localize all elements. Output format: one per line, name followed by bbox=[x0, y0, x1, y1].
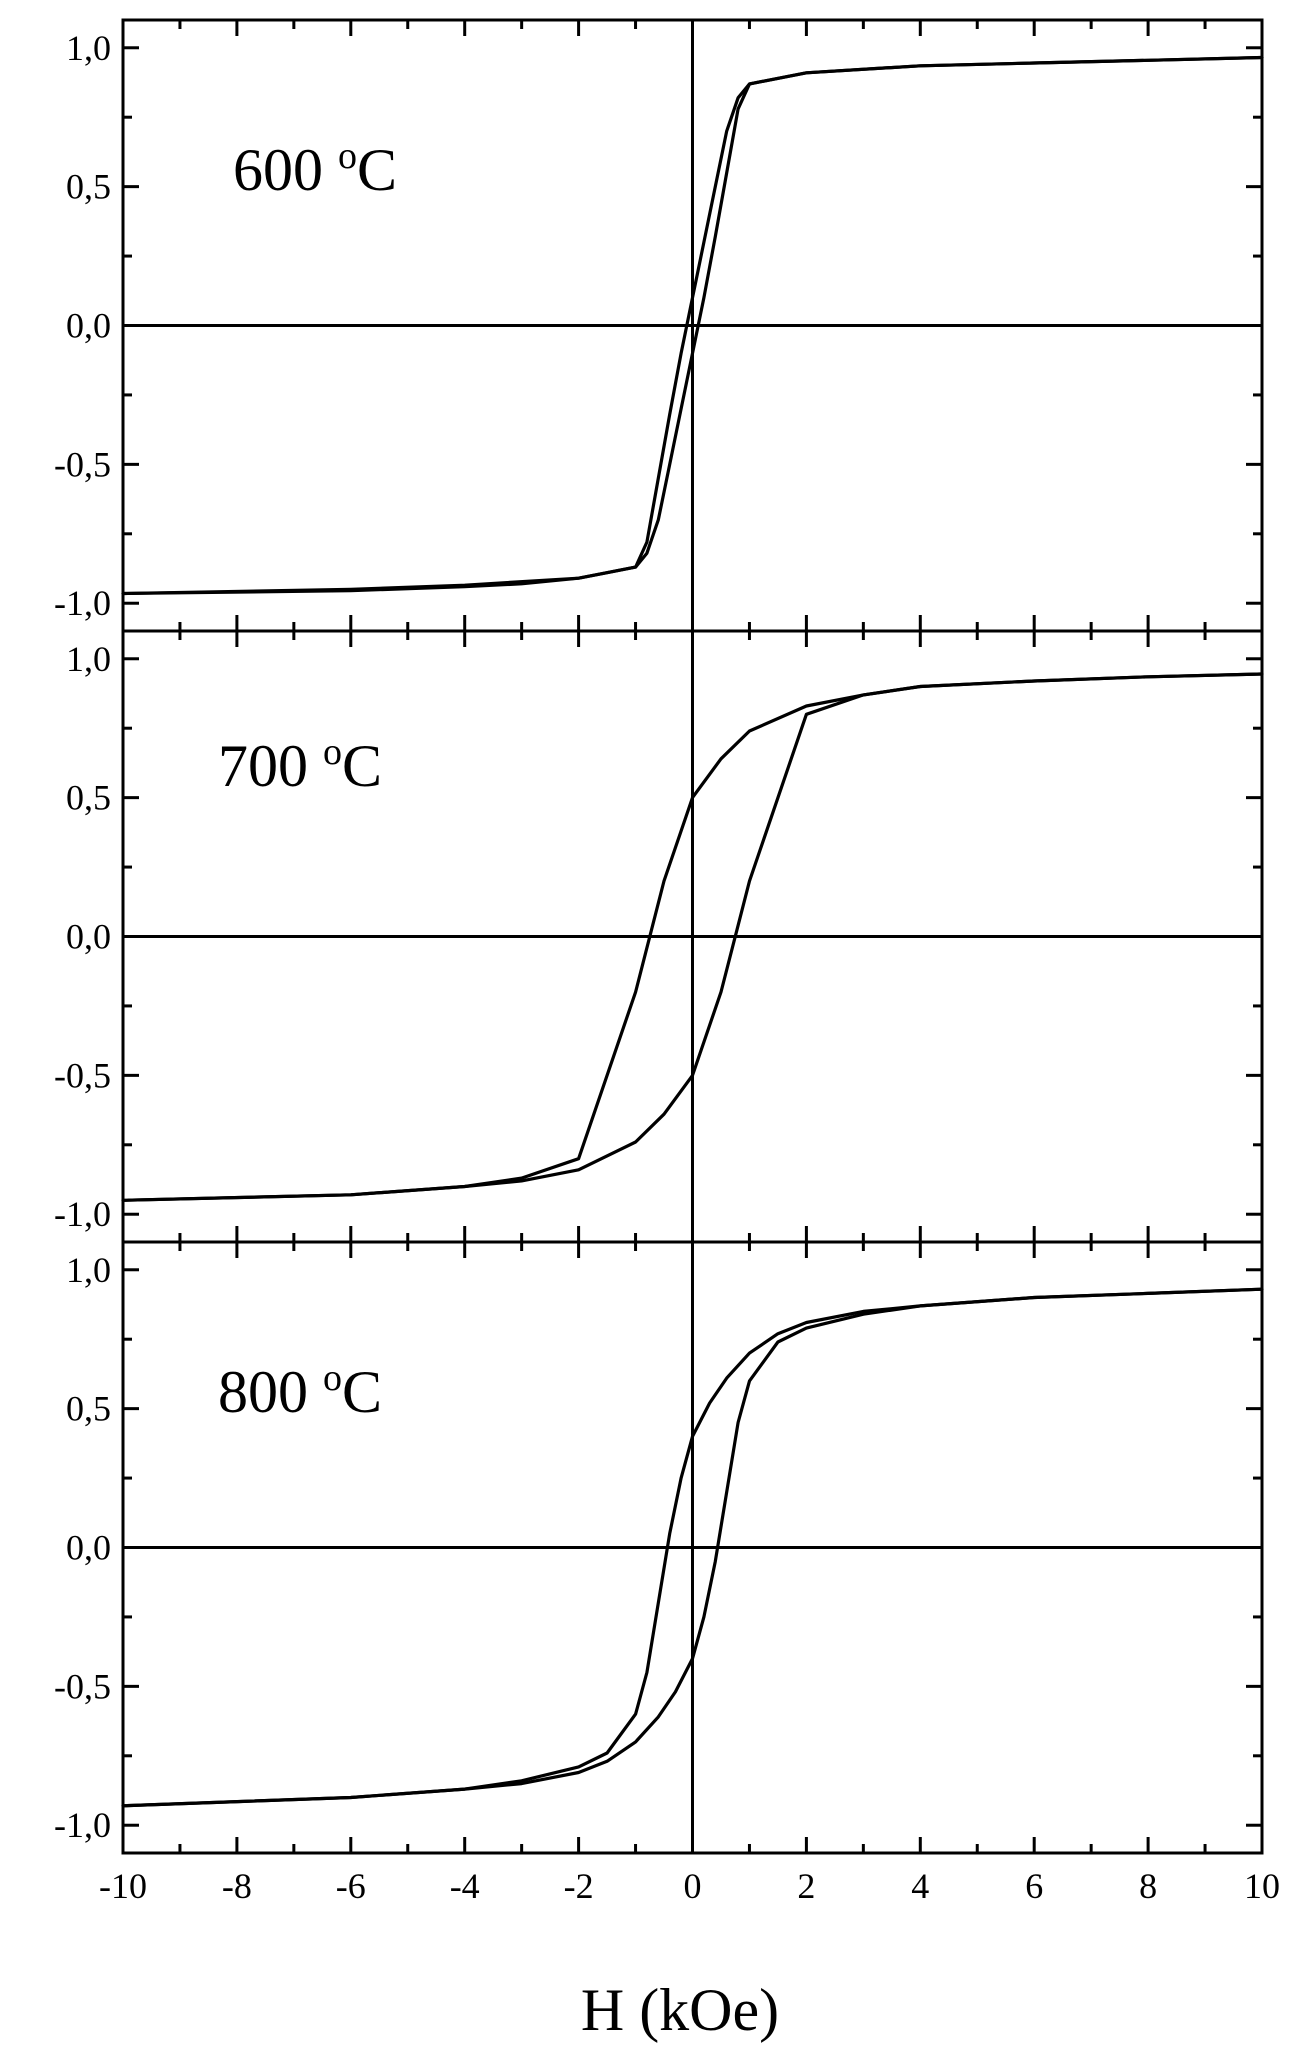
x-tick-label: 8 bbox=[1139, 1866, 1157, 1906]
x-axis-title: H (kOe) bbox=[581, 1977, 779, 2043]
y-tick-label: 0,0 bbox=[66, 306, 111, 346]
x-tick-label: 6 bbox=[1025, 1866, 1043, 1906]
degree-symbol: o bbox=[338, 135, 357, 177]
y-tick-label: -0,5 bbox=[54, 1055, 111, 1095]
degree-symbol: o bbox=[323, 1357, 342, 1399]
y-tick-label: 1,0 bbox=[66, 28, 111, 68]
panel-temperature-value: 600 bbox=[233, 137, 338, 203]
y-tick-label: 0,5 bbox=[66, 167, 111, 207]
y-tick-label: 0,5 bbox=[66, 1389, 111, 1429]
degree-symbol: o bbox=[323, 731, 342, 773]
panel-800: -1,0 -0,5 0,0 0,5 1,0 800 oC bbox=[54, 1240, 1264, 1855]
y-tick-label: -1,0 bbox=[54, 1194, 111, 1234]
panel-700: -1,0 -0,5 0,0 0,5 1,0 700 oC bbox=[54, 629, 1264, 1244]
y-tick-label: -1,0 bbox=[54, 583, 111, 623]
y-tick-label: -0,5 bbox=[54, 444, 111, 484]
panel-temperature-value: 800 bbox=[218, 1359, 323, 1425]
x-tick-label: -4 bbox=[450, 1866, 480, 1906]
panel-temperature-label: 700 oC bbox=[218, 731, 382, 799]
panel-temperature-label: 600 oC bbox=[233, 135, 397, 203]
y-tick-label: -1,0 bbox=[54, 1805, 111, 1845]
temperature-unit: C bbox=[357, 137, 397, 203]
x-tick-label: 10 bbox=[1244, 1866, 1280, 1906]
x-tick-label: 0 bbox=[684, 1866, 702, 1906]
y-tick-label: 1,0 bbox=[66, 1250, 111, 1290]
hysteresis-branch-2 bbox=[121, 1287, 1264, 1808]
y-tick-label: 0,0 bbox=[66, 1528, 111, 1568]
x-tick-label: 4 bbox=[911, 1866, 929, 1906]
x-tick-labels: -10 -8 -6 -4 -2 0 2 4 6 8 10 bbox=[99, 1866, 1280, 1906]
x-tick-label: -8 bbox=[222, 1866, 252, 1906]
hysteresis-branch-2 bbox=[121, 55, 1264, 596]
x-tick-label: -6 bbox=[336, 1866, 366, 1906]
x-tick-label: -10 bbox=[99, 1866, 147, 1906]
temperature-unit: C bbox=[342, 733, 382, 799]
hysteresis-branch-2 bbox=[121, 672, 1264, 1202]
y-tick-label: 0,0 bbox=[66, 917, 111, 957]
temperature-unit: C bbox=[342, 1359, 382, 1425]
panel-temperature-label: 800 oC bbox=[218, 1357, 382, 1425]
panel-temperature-value: 700 bbox=[218, 733, 323, 799]
y-tick-label: 0,5 bbox=[66, 778, 111, 818]
y-tick-label: 1,0 bbox=[66, 639, 111, 679]
x-tick-label: -2 bbox=[564, 1866, 594, 1906]
hysteresis-branch-1 bbox=[121, 1287, 1264, 1808]
y-tick-label: -0,5 bbox=[54, 1666, 111, 1706]
x-tick-label: 2 bbox=[797, 1866, 815, 1906]
